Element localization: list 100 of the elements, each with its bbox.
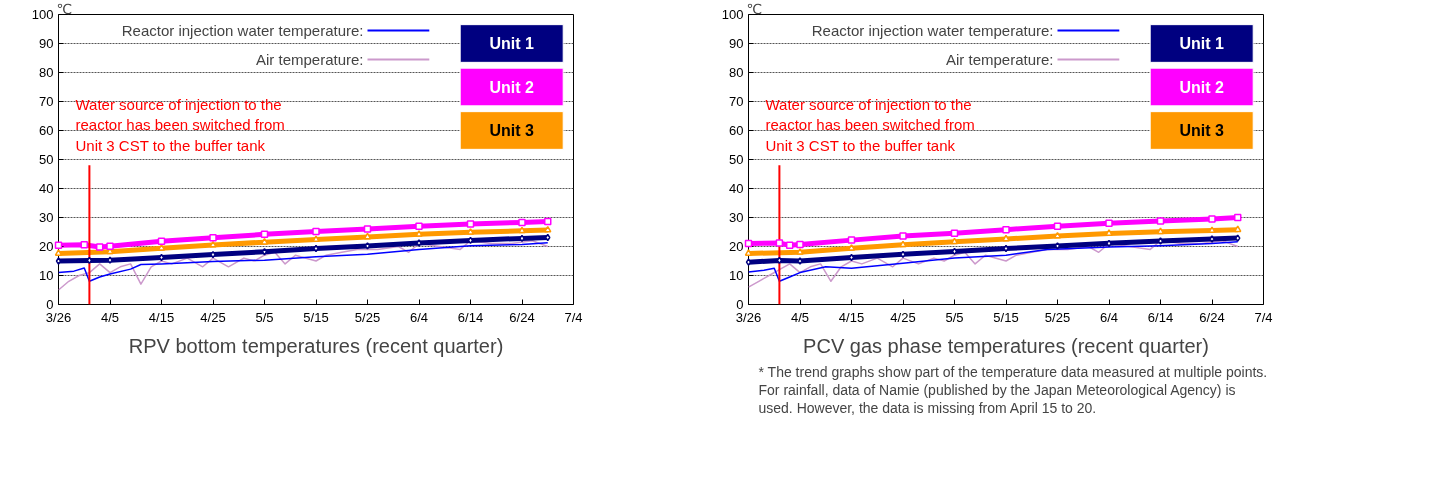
point (363, 232, 372, 240)
point (106, 242, 114, 250)
point (54, 241, 63, 250)
legend-label: Reactor injection water temperature: (811, 21, 1054, 39)
x-tick-label: 6/14 (1147, 309, 1174, 325)
x-tick-label: 5/5 (255, 309, 274, 325)
ref-line-label: Water source of injection to the reactor has been switched from Unit 3 CST to the buffer tank (75, 95, 285, 154)
y-tick-label: 50 (39, 152, 54, 167)
x-tick-label: 7/4 (564, 309, 583, 325)
point (415, 222, 423, 230)
point (1156, 227, 1165, 235)
y-tick-label: 70 (39, 94, 54, 109)
x-tick-label: 3/26 (735, 309, 762, 325)
x-tick-label: 5/25 (354, 309, 381, 325)
point (1105, 219, 1113, 228)
point (1002, 225, 1010, 234)
ref-line-label: Water source of injection to the reactor has been switched from Unit 3 CST to the buffer tank (765, 95, 975, 154)
point (796, 248, 804, 255)
y-tick-label: 60 (39, 123, 54, 138)
text: Unit 2 (1179, 78, 1225, 96)
y-tick-label: 40 (729, 181, 744, 196)
point (466, 220, 475, 228)
y-axis-title: ℃ (56, 0, 73, 17)
point (518, 218, 526, 227)
point (209, 234, 217, 242)
point (157, 237, 166, 246)
x-tick-label: 4/5 (790, 309, 810, 325)
x-tick-label: 6/4 (1099, 309, 1119, 325)
x-tick-label: 3/26 (45, 309, 72, 325)
text: Unit 1 (489, 35, 535, 52)
x-tick-label: 4/15 (148, 309, 175, 325)
point (209, 240, 217, 248)
legend-label: Air temperature: (945, 50, 1054, 68)
legend-label: Reactor injection water temperature: (121, 21, 364, 39)
point (899, 240, 907, 248)
y-tick-label: 90 (729, 36, 744, 51)
y-axis-title: ℃ (746, 0, 763, 17)
text: Unit 2 (489, 78, 535, 96)
y-tick-label: 100 (31, 7, 54, 22)
point (80, 241, 88, 249)
y-tick-label: 90 (39, 36, 54, 51)
point (260, 230, 269, 239)
point (1053, 222, 1062, 230)
y-tick-label: 10 (39, 268, 54, 283)
point (1208, 215, 1216, 223)
x-tick-label: 5/5 (945, 309, 964, 325)
legend-label: Air temperature: (255, 50, 364, 68)
point (544, 217, 552, 226)
x-tick-label: 4/25 (890, 309, 916, 325)
point (899, 232, 907, 240)
x-tick-label: 6/14 (457, 309, 484, 325)
point (744, 239, 753, 248)
point (107, 256, 113, 264)
point (260, 237, 269, 245)
y-tick-label: 80 (39, 65, 54, 80)
point (415, 230, 423, 237)
point (518, 226, 526, 234)
x-tick-label: 4/5 (100, 309, 120, 325)
text: Unit 3 (1179, 122, 1225, 139)
x-tick-label: 6/24 (1199, 309, 1225, 325)
point (797, 257, 803, 265)
y-tick-label: 70 (729, 94, 744, 109)
point (363, 225, 372, 233)
y-tick-label: 40 (39, 181, 54, 196)
point (1234, 213, 1242, 222)
x-tick-label: 5/15 (303, 309, 329, 325)
point (1235, 234, 1241, 242)
text: Unit 1 (1179, 35, 1225, 52)
x-tick-label: 4/15 (838, 309, 865, 325)
text: * The trend graphs show part of the temperature data measured at multiple points. For rainfall, data of Namie (published by the Japan Meteorological Agency) is used. However, the data is missing from April 15 to 20. (758, 363, 1268, 416)
point (785, 241, 794, 250)
y-tick-label: 80 (729, 65, 744, 80)
point (1156, 217, 1165, 225)
x-tick-label: 7/4 (1254, 309, 1273, 325)
text: RPV bottom temperatures (recent quarter) (128, 334, 504, 357)
point (416, 239, 422, 247)
y-tick-label: 0 (46, 297, 54, 312)
y-tick-label: 10 (729, 268, 744, 283)
y-tick-label: 60 (729, 123, 744, 138)
text: PCV gas phase temperatures (recent quarter) (803, 334, 1209, 357)
x-tick-label: 5/15 (993, 309, 1019, 325)
y-tick-label: 30 (39, 210, 54, 225)
y-tick-label: 20 (729, 239, 744, 254)
point (1209, 235, 1215, 243)
text: Unit 3 (489, 122, 535, 139)
point (847, 236, 856, 244)
point (312, 227, 320, 236)
y-tick-label: 0 (736, 297, 744, 312)
point (466, 228, 475, 235)
line-series (58, 239, 549, 291)
x-tick-label: 4/25 (200, 309, 226, 325)
y-tick-label: 50 (729, 152, 744, 167)
point (95, 243, 104, 251)
point (796, 240, 804, 249)
y-tick-label: 100 (721, 7, 744, 22)
point (544, 225, 552, 233)
x-tick-label: 6/4 (409, 309, 429, 325)
y-tick-label: 30 (729, 210, 744, 225)
point (1002, 234, 1010, 242)
x-tick-label: 5/25 (1044, 309, 1071, 325)
